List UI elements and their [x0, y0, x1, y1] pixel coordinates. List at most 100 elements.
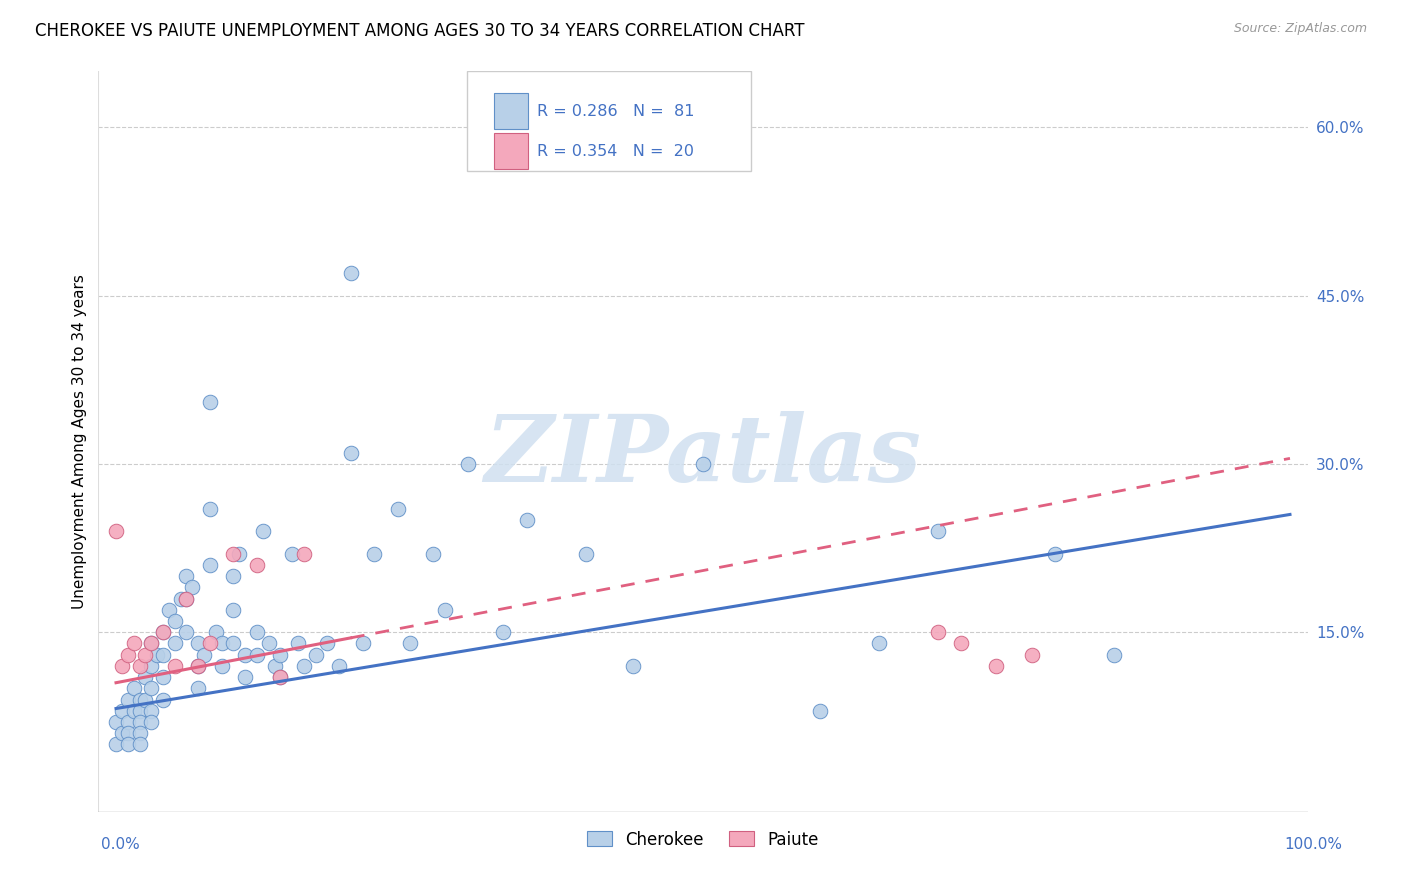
Point [398, 636, 420, 650]
Point [152, 670, 174, 684]
Point [198, 395, 221, 409]
Point [128, 659, 150, 673]
Point [287, 636, 309, 650]
Point [128, 692, 150, 706]
Point [122, 681, 145, 696]
Y-axis label: Unemployment Among Ages 30 to 34 years: Unemployment Among Ages 30 to 34 years [72, 274, 87, 609]
Point [176, 591, 198, 606]
Point [575, 547, 598, 561]
Point [134, 692, 156, 706]
Point [141, 636, 163, 650]
Point [927, 524, 949, 539]
Point [152, 625, 174, 640]
Point [198, 636, 221, 650]
Point [128, 738, 150, 752]
Point [228, 547, 250, 561]
Point [105, 738, 128, 752]
Point [1021, 648, 1043, 662]
Point [868, 636, 890, 650]
Point [492, 625, 515, 640]
Point [246, 648, 269, 662]
Point [927, 625, 949, 640]
Text: ZIPatlas: ZIPatlas [485, 411, 921, 501]
Text: Source: ZipAtlas.com: Source: ZipAtlas.com [1233, 22, 1367, 36]
Text: R = 0.354   N =  20: R = 0.354 N = 20 [537, 144, 695, 159]
Point [621, 659, 644, 673]
Point [340, 446, 363, 460]
Point [128, 704, 150, 718]
Point [211, 659, 233, 673]
Point [134, 670, 156, 684]
Point [198, 558, 221, 572]
Point [134, 648, 156, 662]
Point [246, 558, 269, 572]
Point [1043, 547, 1066, 561]
Point [252, 524, 274, 539]
Point [163, 614, 186, 628]
Point [117, 714, 139, 729]
Point [152, 648, 174, 662]
Point [257, 636, 280, 650]
Point [141, 681, 163, 696]
Point [304, 648, 326, 662]
Point [292, 659, 315, 673]
Point [986, 659, 1008, 673]
Point [117, 692, 139, 706]
Point [198, 501, 221, 516]
Point [176, 569, 198, 583]
Point [176, 625, 198, 640]
Text: CHEROKEE VS PAIUTE UNEMPLOYMENT AMONG AGES 30 TO 34 YEARS CORRELATION CHART: CHEROKEE VS PAIUTE UNEMPLOYMENT AMONG AG… [35, 22, 804, 40]
Point [187, 636, 209, 650]
Point [157, 603, 180, 617]
Point [457, 457, 479, 471]
Point [111, 704, 134, 718]
Point [128, 714, 150, 729]
Point [352, 636, 374, 650]
Point [263, 659, 285, 673]
Bar [494, 134, 527, 169]
Point [233, 670, 256, 684]
Point [187, 659, 209, 673]
Point [328, 659, 350, 673]
Text: 0.0%: 0.0% [101, 837, 141, 852]
Point [292, 547, 315, 561]
Point [193, 648, 215, 662]
Point [187, 681, 209, 696]
Point [141, 704, 163, 718]
Point [211, 636, 233, 650]
Bar [494, 94, 527, 128]
Point [340, 266, 363, 280]
Point [163, 659, 186, 673]
Text: 100.0%: 100.0% [1285, 837, 1343, 852]
Point [111, 659, 134, 673]
Point [387, 501, 409, 516]
Point [433, 603, 456, 617]
Point [122, 636, 145, 650]
Point [141, 659, 163, 673]
Point [222, 636, 245, 650]
Point [269, 648, 291, 662]
Point [516, 513, 538, 527]
Point [692, 457, 714, 471]
Point [1102, 648, 1125, 662]
Point [117, 648, 139, 662]
Point [204, 625, 226, 640]
Point [222, 547, 245, 561]
Point [128, 726, 150, 740]
Point [422, 547, 444, 561]
Point [181, 580, 204, 594]
Point [808, 704, 831, 718]
Point [316, 636, 339, 650]
Point [141, 636, 163, 650]
Text: R = 0.286   N =  81: R = 0.286 N = 81 [537, 103, 695, 119]
Point [176, 591, 198, 606]
Point [246, 625, 269, 640]
Point [233, 648, 256, 662]
Point [169, 591, 191, 606]
Point [117, 726, 139, 740]
Point [222, 569, 245, 583]
Point [141, 714, 163, 729]
FancyBboxPatch shape [467, 71, 751, 171]
Point [950, 636, 973, 650]
Point [122, 704, 145, 718]
